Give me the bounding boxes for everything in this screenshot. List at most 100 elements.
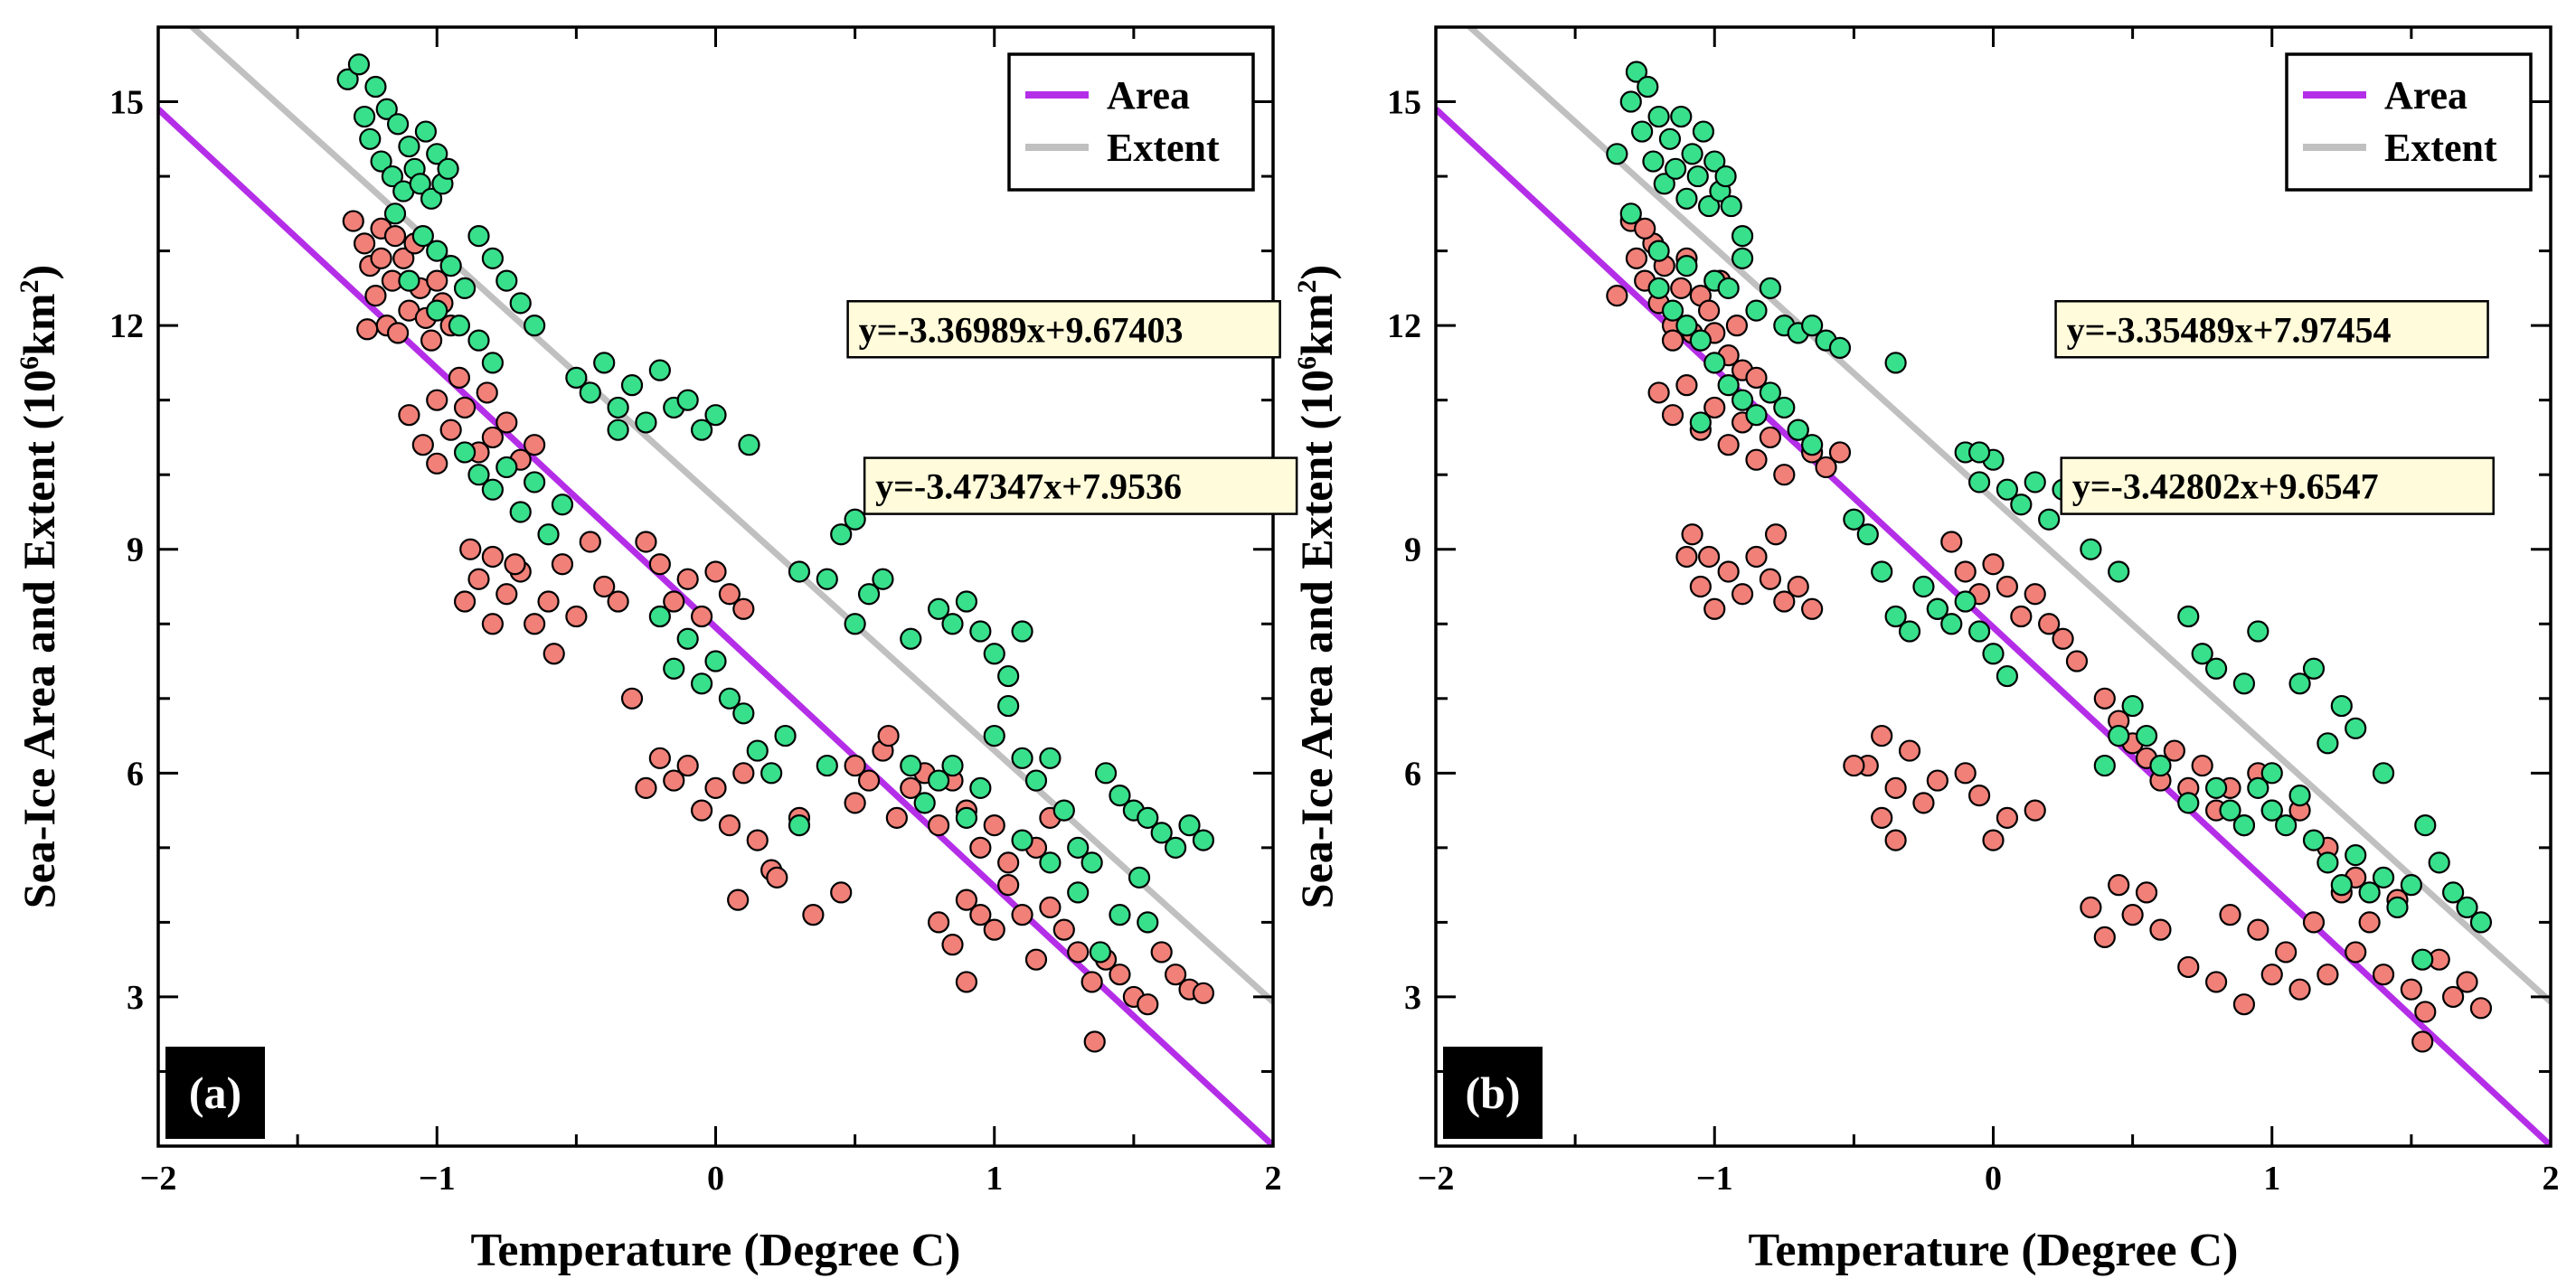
data-point-extent [2149,754,2172,777]
x-axis-title: Temperature (Degree C) [1749,1225,2239,1276]
data-point-area [2247,918,2269,941]
data-point-area [1815,456,1837,479]
y-tick-label: 9 [127,531,144,569]
data-point-area [1884,776,1907,799]
y-axis-title-main: Sea-Ice Area and Extent (10 [14,370,64,908]
data-point-area [2372,964,2395,986]
data-point-extent [2330,694,2353,718]
data-point-area [2275,941,2298,964]
data-point-area [746,829,769,851]
data-point-extent [1653,173,1675,195]
data-point-area [2121,904,2144,926]
data-point-area [2205,971,2228,993]
legend-box [1007,52,1255,192]
y-tick-label: 15 [1387,84,1421,122]
data-point-extent [411,224,434,248]
data-point-area [1745,545,1768,569]
data-point-extent [955,806,978,829]
legend: Area Extent [1007,52,1255,192]
data-point-extent [375,98,398,120]
data-point-area [2260,964,2283,986]
data-point-extent [1625,61,1648,83]
data-point-extent [1714,165,1737,188]
data-point-extent [955,590,978,613]
data-point-area [398,404,420,427]
data-point-extent [414,120,438,143]
legend-label-extent: Extent [2384,126,2497,170]
equation-box: y=-3.36989x+9.67403 [846,300,1281,359]
data-point-extent [2191,643,2213,665]
data-point-extent [359,127,382,150]
data-point-area [1996,575,2019,598]
data-point-extent [2177,605,2200,628]
data-point-extent [927,769,950,792]
data-point-area [1745,366,1768,390]
data-point-extent [1720,194,1742,218]
data-point-area [1675,374,1698,397]
data-point-extent [1996,478,2019,501]
data-point-extent [1664,157,1687,180]
data-point-area [2052,627,2074,650]
data-point-extent [426,299,448,322]
data-point-area [467,568,490,590]
data-point-area [1843,754,1865,777]
data-point-area [579,531,601,553]
data-point-extent [2288,672,2311,695]
data-point-extent [2317,851,2339,874]
data-point-extent [2411,948,2434,971]
data-point-extent [2024,471,2046,494]
x-tick-label: 0 [707,1160,724,1198]
data-point-area [2108,874,2130,897]
data-point-area [2163,739,2185,762]
data-point-extent [467,224,490,248]
data-point-extent [347,53,371,76]
data-point-area [426,452,448,475]
data-point-area [1165,964,1187,986]
data-point-extent [2442,881,2465,904]
data-point-extent [983,724,1005,747]
data-point-area [1717,560,1740,583]
data-point-extent [1137,806,1159,829]
data-point-extent [1647,240,1670,262]
regression-equation: y=-3.47347x+7.9536 [875,466,1182,507]
data-point-area [802,904,825,926]
data-point-extent [1178,814,1201,837]
data-point-area [766,866,788,888]
data-point-area [732,597,755,620]
data-point-extent [467,329,490,352]
data-point-area [1011,904,1033,926]
data-point-extent [336,68,359,90]
data-point-extent [398,135,420,158]
data-point-area [635,776,657,799]
data-point-extent [1703,150,1726,173]
series-area [342,210,1215,1053]
data-point-area [2177,955,2200,979]
data-point-area [1731,583,1754,606]
data-point-area [481,613,505,635]
series-extent [1606,61,2493,971]
data-point-extent [1801,434,1824,456]
data-point-extent [1843,508,1865,531]
data-point-extent [1856,523,1879,546]
data-point-area [392,247,415,269]
data-point-extent [2135,724,2158,747]
data-point-extent [997,694,1020,718]
data-point-extent [1745,404,1768,427]
data-point-extent [2358,881,2381,904]
data-point-area [1703,396,1726,419]
data-point-area [426,269,448,292]
data-point-area [1954,560,1977,583]
data-point-area [1661,329,1684,352]
equation-box: y=-3.42802x+9.6547 [2060,456,2495,515]
data-point-extent [2275,814,2298,837]
data-point-extent [2372,866,2395,888]
equation-box: y=-3.47347x+7.9536 [863,456,1298,515]
data-point-area [420,329,443,352]
data-point-area [718,814,741,837]
data-point-extent [1094,762,1118,785]
data-point-area [2358,911,2381,934]
equation-background [2060,456,2495,515]
data-point-area [1871,724,1893,747]
plot-frame [156,25,1275,1148]
data-point-area [356,318,379,341]
